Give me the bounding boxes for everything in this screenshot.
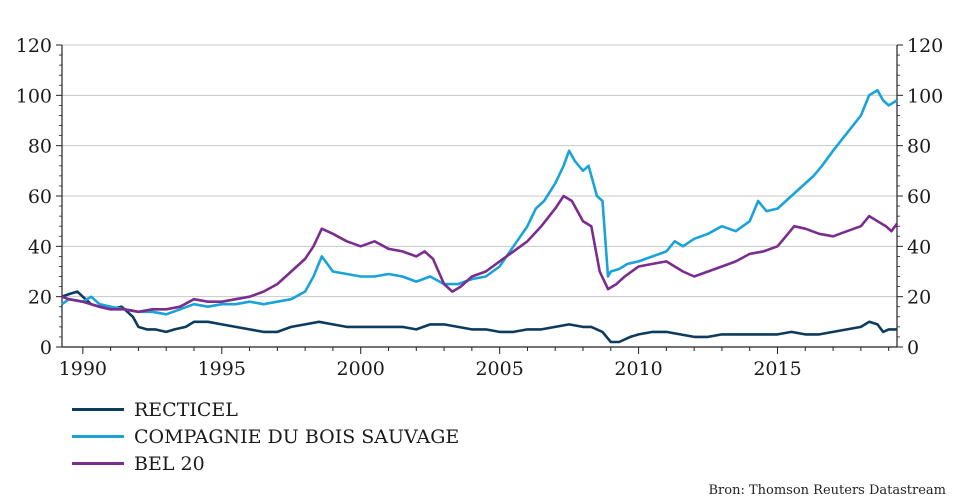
source-note: Bron: Thomson Reuters Datastream [708, 483, 947, 498]
axes: 0 0 20 20 40 40 60 60 80 80 100 100 120 120 1990 1995 20… [16, 35, 944, 380]
x-tick-label-2015: 2015 [753, 358, 801, 380]
gridlines [62, 44, 897, 298]
x-tick-label-2010: 2010 [614, 358, 662, 380]
series-line-compagnie-du-bois-sauvage [61, 89, 898, 316]
y-tick-label-right-40: 40 [907, 236, 931, 258]
y-tick-label-right-120: 120 [907, 35, 943, 57]
series-lines [61, 89, 899, 344]
legend-item-recticel: RECTICEL [72, 396, 459, 423]
legend-label-bois-sauvage: COMPAGNIE DU BOIS SAUVAGE [134, 425, 460, 448]
y-tick-label-right-100: 100 [907, 85, 943, 107]
y-tick-label-right-60: 60 [907, 186, 931, 208]
legend-label-bel20: BEL 20 [134, 452, 205, 475]
y-tick-label-left-100: 100 [16, 85, 52, 107]
x-tick-label-2000: 2000 [337, 358, 385, 380]
y-tick-label-right-20: 20 [907, 287, 931, 309]
y-tick-label-right-80: 80 [907, 136, 931, 158]
legend-label-recticel: RECTICEL [134, 398, 238, 421]
legend-swatch-bel20 [72, 462, 124, 465]
series-line-recticel [61, 290, 897, 344]
series-line-bel-20 [61, 194, 899, 314]
legend-swatch-recticel [72, 408, 124, 411]
legend-item-bel20: BEL 20 [72, 450, 459, 477]
legend-item-bois-sauvage: COMPAGNIE DU BOIS SAUVAGE [72, 423, 459, 450]
y-tick-label-left-20: 20 [28, 287, 52, 309]
y-tick-label-left-120: 120 [16, 35, 52, 57]
y-tick-label-left-80: 80 [28, 136, 52, 158]
legend: RECTICEL COMPAGNIE DU BOIS SAUVAGE BEL 2… [72, 396, 459, 477]
y-tick-label-left-40: 40 [28, 236, 52, 258]
x-tick-label-2005: 2005 [475, 358, 523, 380]
y-tick-label-left-60: 60 [28, 186, 52, 208]
legend-swatch-bois-sauvage [72, 435, 124, 438]
y-tick-label-right-0: 0 [907, 337, 919, 359]
y-tick-label-left-0: 0 [40, 337, 52, 359]
x-tick-label-1995: 1995 [198, 358, 246, 380]
x-tick-label-1990: 1990 [59, 358, 107, 380]
